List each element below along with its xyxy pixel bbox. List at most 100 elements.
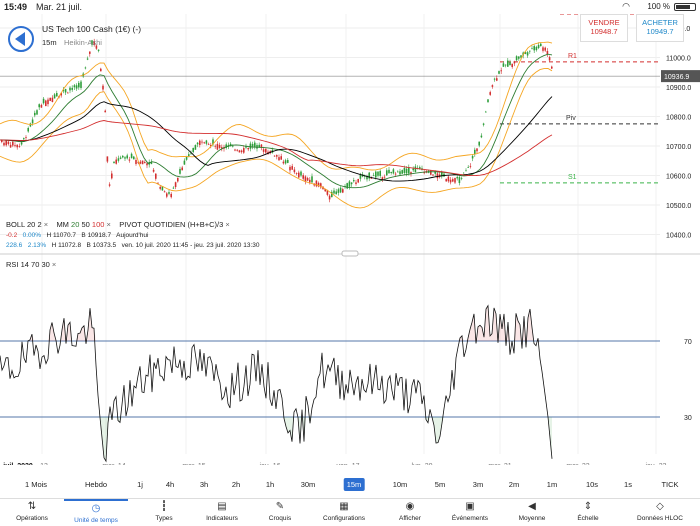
candle-body: [177, 177, 179, 182]
status-bar: 15:49 Mar. 21 juil. ◠ 100 %: [0, 0, 700, 14]
timeframe-1s[interactable]: 1s: [624, 480, 632, 489]
timeframe-1-mois[interactable]: 1 Mois: [24, 480, 48, 489]
timeframe-1h[interactable]: 1h: [265, 480, 275, 489]
candle-body: [56, 93, 58, 97]
candle-body: [203, 142, 205, 144]
candle-body: [337, 189, 340, 193]
bottom-toolbar: ⇅ Opérations ◷ Unité de temps ┇ Types ▤ Indicat…: [0, 498, 700, 525]
chart-area[interactable]: 11100.011000.010900.010800.010700.010600…: [0, 14, 700, 465]
candle-body: [295, 173, 298, 175]
toolbar-operations-button[interactable]: ⇅ Opérations: [0, 499, 64, 526]
candle-body: [75, 85, 78, 89]
timeframe-1m[interactable]: 1m: [546, 480, 558, 489]
candle-body: [339, 187, 342, 193]
mm-20: 20: [71, 220, 80, 229]
price-chart-svg[interactable]: 11100.011000.010900.010800.010700.010600…: [0, 14, 700, 465]
candle-body: [432, 174, 434, 176]
timeframe-2h[interactable]: 2h: [231, 480, 241, 489]
row2-pct: 2.13%: [27, 242, 47, 249]
candle-body: [38, 104, 40, 108]
toolbar-volume-button[interactable]: ◀ Moyenne: [500, 499, 564, 526]
price-tick-label: 10600.0: [666, 174, 691, 181]
close-icon[interactable]: ×: [51, 260, 57, 269]
candle-body: [245, 146, 247, 148]
candle-body: [507, 60, 509, 67]
mm-legend[interactable]: MM 20 50 100 ×: [56, 220, 110, 229]
pivot-legend[interactable]: PIVOT QUOTIDIEN (H+B+C)/3 ×: [119, 220, 230, 229]
timeframe-2m[interactable]: 2m: [508, 480, 520, 489]
indicator-legend: BOLL 20 2 × MM 20 50 100 × PIVOT QUOTIDI…: [6, 220, 230, 229]
sell-label: VENDRE: [588, 18, 620, 27]
candle-body: [139, 161, 142, 164]
candle-body: [452, 179, 454, 182]
row1-when: Aujourd'hui: [116, 232, 149, 239]
candle-body: [476, 148, 478, 152]
toolbar-label: Opérations: [16, 515, 48, 522]
candle-body: [353, 180, 355, 182]
mm-50: 50: [81, 220, 90, 229]
candle-body: [161, 186, 164, 191]
instrument-title[interactable]: US Tech 100 Cash (1€) (-): [42, 24, 142, 34]
close-icon[interactable]: ×: [106, 220, 111, 229]
candle-body: [210, 144, 212, 147]
candle-body: [515, 56, 518, 61]
close-icon[interactable]: ×: [225, 220, 230, 229]
pencil-icon: ✎: [275, 501, 285, 512]
timeframe-10m[interactable]: 10m: [392, 480, 408, 489]
candle-body: [520, 55, 522, 58]
wifi-icon: ◠: [622, 1, 630, 11]
toolbar-indicators-button[interactable]: ▤ Indicateurs: [190, 499, 254, 526]
toolbar-scale-button[interactable]: ⇕ Échelle: [556, 499, 620, 526]
toolbar-label: Croquis: [268, 515, 292, 522]
row2-range: ven. 10 juil. 2020 11:45 - jeu. 23 juil.…: [121, 242, 260, 249]
sell-button[interactable]: VENDRE 10948.7: [580, 14, 628, 42]
timeframe-15m[interactable]: 15m: [343, 478, 365, 491]
timeframe-3m[interactable]: 3m: [472, 480, 484, 489]
ma100-line: [0, 120, 553, 177]
toolbar-calendar-button[interactable]: ▣ Événements: [438, 499, 502, 526]
buy-label: ACHETER: [642, 18, 678, 27]
price-tick-label: 10500.0: [666, 203, 691, 210]
toolbar-eye-button[interactable]: ◉ Afficher: [378, 499, 442, 526]
candle-body: [95, 45, 98, 49]
toolbar-layout-button[interactable]: ▦ Configurations: [312, 499, 376, 526]
price-tick-label: 10700.0: [666, 144, 691, 151]
timeframe-30m[interactable]: 30m: [300, 480, 316, 489]
candle-body: [346, 183, 348, 189]
timeframe-5m[interactable]: 5m: [434, 480, 446, 489]
toolbar-label: Configurations: [323, 515, 365, 522]
toolbar-diamond-button[interactable]: ◇ Données HLOC: [628, 499, 692, 526]
boll-legend[interactable]: BOLL 20 2 ×: [6, 220, 48, 229]
candle-body: [485, 111, 487, 113]
candle-body: [500, 70, 502, 72]
rsi-legend[interactable]: RSI 14 70 30 ×: [6, 260, 56, 269]
candle-body: [317, 182, 320, 187]
candle-body: [89, 51, 91, 54]
back-button[interactable]: [8, 26, 34, 52]
candle-body: [423, 172, 425, 174]
candle-body: [315, 180, 318, 187]
timeframe-1j[interactable]: 1j: [137, 480, 143, 489]
candle-body: [408, 167, 410, 174]
price-tick-label: 10800.0: [666, 115, 691, 122]
timeframe-4h[interactable]: 4h: [165, 480, 175, 489]
candle-body: [335, 191, 337, 195]
pane-resize-handle: [341, 250, 359, 257]
timeframe-tick[interactable]: TICK: [661, 480, 679, 489]
candle-body: [135, 159, 137, 164]
timeframe-10s[interactable]: 10s: [585, 480, 599, 489]
candle-body: [474, 149, 476, 155]
toolbar-clock-button[interactable]: ◷ Unité de temps: [64, 499, 128, 526]
close-icon[interactable]: ×: [43, 220, 49, 229]
toolbar-pencil-button[interactable]: ✎ Croquis: [248, 499, 312, 526]
timeframe-hebdo[interactable]: Hebdo: [84, 480, 108, 489]
pivot-desc: QUOTIDIEN (H+B+C)/3: [143, 220, 224, 229]
timeframe-3h[interactable]: 3h: [199, 480, 209, 489]
candle-body: [47, 99, 49, 105]
bollinger-lower-line: [0, 68, 553, 209]
candle-body: [3, 142, 5, 146]
toolbar-candles-button[interactable]: ┇ Types: [132, 499, 196, 526]
candle-body: [366, 176, 368, 180]
buy-button[interactable]: ACHETER 10949.7: [636, 14, 684, 42]
candle-body: [469, 165, 472, 167]
